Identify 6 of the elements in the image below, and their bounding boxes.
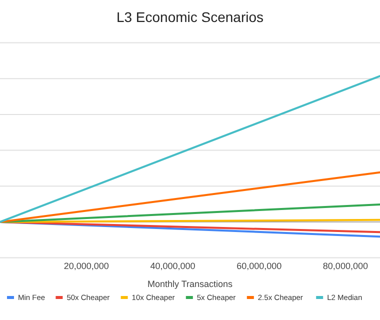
x-tick-label: 80,000,000: [322, 261, 368, 271]
x-axis-title: Monthly Transactions: [147, 279, 234, 289]
x-tick-label: 20,000,000: [64, 261, 109, 271]
chart-title: L3 Economic Scenarios: [116, 9, 264, 25]
x-tick-label: 60,000,000: [236, 261, 282, 271]
x-tick-label: 40,000,000: [150, 261, 196, 271]
